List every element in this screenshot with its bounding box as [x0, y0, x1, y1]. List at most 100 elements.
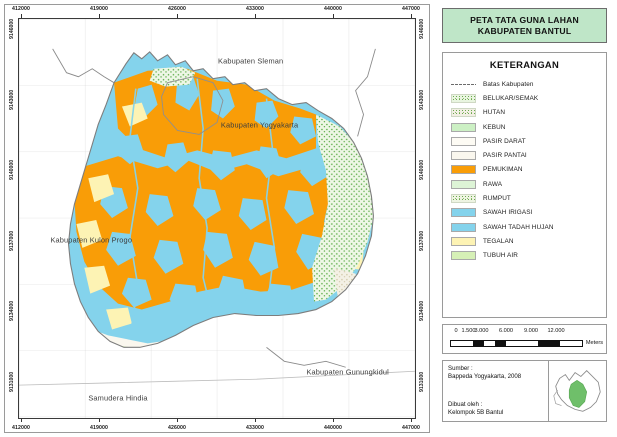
- legend-box: KETERANGAN Batas Kabupaten BELUKAR/SEMAK H…: [442, 52, 607, 318]
- credit-box: Sumber : Bappeda Yogyakarta, 2008 Dibuat…: [442, 360, 607, 422]
- x-axis-tick-mark: [21, 14, 22, 18]
- scale-tick: 0: [454, 328, 458, 334]
- scale-unit-label: Meters: [585, 340, 603, 346]
- legend-swatch: [451, 151, 476, 161]
- y-axis-tick-label: 9134000: [419, 301, 425, 322]
- legend-swatch: [451, 222, 476, 232]
- y-axis-tick-label: 9146000: [9, 18, 15, 39]
- legend-label: PEMUKIMAN: [483, 166, 523, 174]
- x-axis-tick-mark: [99, 418, 100, 422]
- legend-label: SAWAH TADAH HUJAN: [483, 223, 554, 231]
- y-axis-tick-label: 9131000: [419, 371, 425, 392]
- map-canvas[interactable]: Kabupaten Sleman Kabupaten Yogyakarta Kabu…: [18, 18, 416, 419]
- legend-swatch: [451, 136, 476, 146]
- legend-label: HUTAN: [483, 109, 506, 117]
- map-place-label: Kabupaten Gunungkidul: [306, 367, 389, 377]
- legend-item: SAWAH IRIGASI: [451, 206, 606, 220]
- x-axis-tick-label: 447000: [402, 6, 420, 12]
- legend-item: RAWA: [451, 177, 606, 191]
- x-axis-tick-mark: [177, 14, 178, 18]
- x-axis-tick-mark: [177, 418, 178, 422]
- y-axis-tick-label: 9143000: [9, 89, 15, 110]
- map-place-label: Kabupaten Sleman: [218, 56, 284, 66]
- map-title-line1: PETA TATA GUNA LAHAN: [470, 14, 579, 25]
- y-axis-tick-label: 9137000: [9, 230, 15, 251]
- y-axis-tick-label: 9140000: [9, 159, 15, 181]
- legend-label: BELUKAR/SEMAK: [483, 94, 539, 102]
- legend-swatch: [451, 208, 476, 218]
- legend-label: RUMPUT: [483, 195, 511, 203]
- landuse-map-graphic: [19, 19, 415, 418]
- legend-item: Batas Kabupaten: [451, 77, 606, 91]
- legend-item: PASIR PANTAI: [451, 148, 606, 162]
- legend-swatch: [451, 165, 476, 175]
- x-axis-tick-label: 412000: [12, 425, 30, 431]
- y-axis-tick-label: 9140000: [419, 159, 425, 181]
- legend-label: TUBUH AIR: [483, 252, 518, 260]
- y-axis-right: 9146000 9143000 9140000 9137000 9134000 91310…: [415, 5, 429, 432]
- x-axis-tick-label: 440000: [324, 6, 342, 12]
- legend-swatch: [451, 80, 476, 89]
- map-place-label: Kabupaten Yogyakarta: [220, 120, 299, 130]
- legend-swatch: [451, 179, 476, 189]
- x-axis-top: 412000 419000 426000 433000 440000 447000: [5, 5, 429, 19]
- highlight-bantul: [568, 379, 588, 408]
- x-axis-tick-mark: [411, 418, 412, 422]
- legend-label: PASIR DARAT: [483, 137, 526, 145]
- scale-tick: 9.000: [524, 328, 538, 334]
- y-axis-tick-label: 9134000: [9, 301, 15, 322]
- legend-item: TEGALAN: [451, 234, 606, 248]
- scale-tick: 12.000: [547, 328, 565, 334]
- scale-bar-graphic: [450, 340, 583, 347]
- scale-tick: 3.000: [474, 328, 489, 334]
- credit-text: Sumber : Bappeda Yogyakarta, 2008 Dibuat…: [443, 361, 548, 421]
- x-axis-bottom: 412000 419000 426000 433000 440000 447000: [5, 418, 429, 432]
- legend-item: KEBUN: [451, 120, 606, 134]
- diy-province-shape: [553, 370, 601, 412]
- y-axis-left: 9146000 9143000 9140000 9137000 9134000 91310…: [5, 5, 19, 432]
- legend-label: SAWAH IRIGASI: [483, 209, 533, 217]
- legend-item: TUBUH AIR: [451, 249, 606, 263]
- x-axis-tick-label: 412000: [12, 6, 30, 12]
- legend-item: PASIR DARAT: [451, 134, 606, 148]
- scale-tick-labels: 0 1.500 3.000 6.000 9.000 12.000: [443, 327, 606, 338]
- legend-swatch: [451, 93, 476, 103]
- x-axis-tick-label: 419000: [90, 425, 108, 431]
- y-axis-tick-label: 9131000: [9, 371, 15, 392]
- y-axis-tick-label: 9146000: [419, 18, 425, 39]
- legend-swatch: [451, 194, 476, 204]
- scale-bar-box: 0 1.500 3.000 6.000 9.000 12.000 Meters: [442, 324, 607, 354]
- locator-inset-map: [548, 361, 606, 421]
- map-title-box: PETA TATA GUNA LAHAN KABUPATEN BANTUL: [442, 8, 607, 43]
- x-axis-tick-label: 447000: [402, 425, 420, 431]
- author-value: Kelompok 5B Bantul: [448, 408, 504, 416]
- legend-label: Batas Kabupaten: [483, 80, 534, 88]
- legend-item: HUTAN: [451, 106, 606, 120]
- map-panel: 412000 419000 426000 433000 440000 447000 412…: [4, 4, 430, 433]
- legend-swatch: [451, 236, 476, 246]
- x-axis-tick-label: 426000: [168, 6, 186, 12]
- map-title-line2: KABUPATEN BANTUL: [477, 25, 572, 36]
- author-label: Dibuat oleh :: [448, 400, 483, 408]
- y-axis-tick-label: 9143000: [419, 89, 425, 110]
- legend-label: PASIR PANTAI: [483, 152, 527, 160]
- legend-swatch: [451, 122, 476, 132]
- x-axis-tick-label: 419000: [90, 6, 108, 12]
- legend-item: PEMUKIMAN: [451, 163, 606, 177]
- scale-tick: 1.500: [461, 328, 476, 334]
- legend-label: RAWA: [483, 180, 503, 188]
- map-title: PETA TATA GUNA LAHAN KABUPATEN BANTUL: [470, 15, 579, 37]
- x-axis-tick-label: 440000: [324, 425, 342, 431]
- y-axis-tick-label: 9137000: [419, 230, 425, 251]
- x-axis-tick-mark: [333, 418, 334, 422]
- legend-item: RUMPUT: [451, 191, 606, 205]
- x-axis-tick-mark: [255, 418, 256, 422]
- x-axis-tick-mark: [21, 418, 22, 422]
- map-marginalia: PETA TATA GUNA LAHAN KABUPATEN BANTUL KE…: [436, 4, 613, 433]
- legend-label: TEGALAN: [483, 237, 514, 245]
- scale-tick: 6.000: [499, 328, 513, 334]
- legend-item: BELUKAR/SEMAK: [451, 91, 606, 105]
- map-place-label: Kabupaten Kulon Progo: [50, 235, 133, 245]
- legend-item: SAWAH TADAH HUJAN: [451, 220, 606, 234]
